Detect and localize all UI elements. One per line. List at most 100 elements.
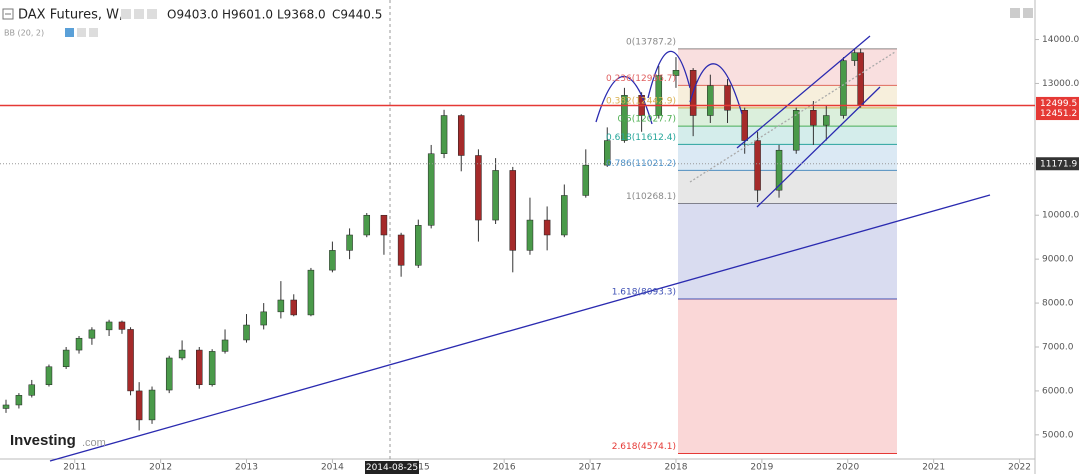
candle-body xyxy=(62,349,70,368)
ohlc-value: H9601.0 xyxy=(222,8,273,22)
ohlc-value: O9403.0 xyxy=(167,8,218,22)
candle-body xyxy=(672,70,680,76)
price-tag-label: 12499.5 xyxy=(1040,99,1077,109)
y-tick-label: 13000.0 xyxy=(1042,79,1079,89)
price-tag-label: 12451.2 xyxy=(1040,109,1077,119)
candle-body xyxy=(221,339,229,352)
x-tick-label: 2018 xyxy=(665,463,688,473)
indicator-icon[interactable] xyxy=(65,28,74,37)
candle-body xyxy=(792,109,800,151)
candle-body xyxy=(810,109,817,126)
y-tick-label: 6000.0 xyxy=(1042,386,1074,396)
close-icon[interactable] xyxy=(147,9,157,19)
fib-band xyxy=(678,126,897,145)
price-tag-label: 11171.9 xyxy=(1040,159,1077,169)
candle-body xyxy=(475,155,482,221)
candle-body xyxy=(165,357,173,391)
fib-label: 1(10268.1) xyxy=(626,192,676,202)
toolbar-icon[interactable] xyxy=(1010,8,1020,18)
overlay: 0(13787.2) 0.236(12956.7) 0.382(12442.9) 0.… xyxy=(0,37,1079,474)
candle-body xyxy=(543,219,551,236)
candle-body xyxy=(260,311,267,326)
y-tick-label: 8000.0 xyxy=(1042,299,1074,309)
indicator-icon[interactable] xyxy=(89,28,98,37)
candle-body xyxy=(2,404,10,409)
candle-body xyxy=(290,299,298,316)
x-tick-label: 2022 xyxy=(1008,463,1031,473)
fib-label: 0.236(12956.7) xyxy=(606,74,676,84)
candle-body xyxy=(88,329,96,339)
price-tag xyxy=(1036,96,1079,110)
fib-label: 1.618(8093.3) xyxy=(612,287,676,297)
symbol-title: DAX Futures, W, xyxy=(18,8,123,23)
candle-body xyxy=(208,351,216,386)
candle-body xyxy=(118,321,126,330)
x-tick-label: 2014 xyxy=(321,463,344,473)
candle-body xyxy=(105,321,113,331)
fib-label: 0.5(12027.7) xyxy=(617,115,676,125)
candle-body xyxy=(775,149,783,191)
candle-body xyxy=(851,52,858,61)
candle-body xyxy=(28,384,36,396)
candle-body xyxy=(127,329,134,392)
candles xyxy=(2,48,864,431)
fib-band xyxy=(678,203,897,299)
ohlc-value: C9440.5 xyxy=(332,8,382,22)
candle-body xyxy=(754,140,761,191)
candle-body xyxy=(509,170,517,251)
crosshair-tag xyxy=(365,461,419,474)
arc xyxy=(689,63,743,115)
x-tick-label: 2016 xyxy=(493,463,516,473)
toolbar-icon[interactable] xyxy=(1023,8,1033,18)
candle-body xyxy=(243,324,250,341)
candle-body xyxy=(857,52,864,106)
header: DAX Futures, W, BB (20, 2) Investing .co… xyxy=(2,8,1033,449)
x-tick-label: 2017 xyxy=(579,463,602,473)
candle-body xyxy=(440,115,448,154)
brand-suffix: .com xyxy=(82,437,106,449)
candle-body xyxy=(492,170,499,221)
candle-body xyxy=(148,389,156,421)
arc xyxy=(647,50,691,99)
candle-body xyxy=(135,390,143,421)
candle-body xyxy=(307,269,315,316)
candle-body xyxy=(346,234,353,251)
channel-upper xyxy=(736,35,871,149)
y-tick-label: 14000.0 xyxy=(1042,35,1079,45)
candle-body xyxy=(178,349,186,359)
price-tag xyxy=(1036,157,1079,171)
x-tick-label: 2019 xyxy=(750,463,773,473)
candle-body xyxy=(526,219,534,251)
candle-body xyxy=(427,153,435,226)
settings-icon[interactable] xyxy=(121,9,131,19)
hide-icon[interactable] xyxy=(134,9,144,19)
collapse-icon[interactable] xyxy=(2,8,14,20)
fib-band xyxy=(678,48,897,86)
candle-body xyxy=(741,109,748,141)
y-tick-label: 7000.0 xyxy=(1042,342,1074,352)
brand: Investing xyxy=(10,432,76,449)
fib-band xyxy=(678,298,897,454)
indicator-icon[interactable] xyxy=(77,28,86,37)
candle-body xyxy=(380,214,388,236)
x-tick-label: 2021 xyxy=(922,463,945,473)
candle-body xyxy=(582,164,590,196)
candle-body xyxy=(196,349,203,386)
fib-label: 2.618(4574.1) xyxy=(612,442,676,452)
y-tick-label: 9000.0 xyxy=(1042,255,1074,265)
x-tick-label: 2011 xyxy=(63,463,86,473)
candle-body xyxy=(75,337,83,351)
candle-body xyxy=(457,115,465,156)
candle-body xyxy=(840,60,847,116)
candle-body xyxy=(15,395,23,406)
fib-band xyxy=(678,144,897,171)
channel-lower xyxy=(756,86,881,208)
candle-body xyxy=(724,85,731,111)
candle-body xyxy=(363,214,371,236)
fib-label: 0.786(11021.2) xyxy=(606,159,676,169)
candle-body xyxy=(621,95,628,141)
fib-label: 0(13787.2) xyxy=(626,37,676,47)
